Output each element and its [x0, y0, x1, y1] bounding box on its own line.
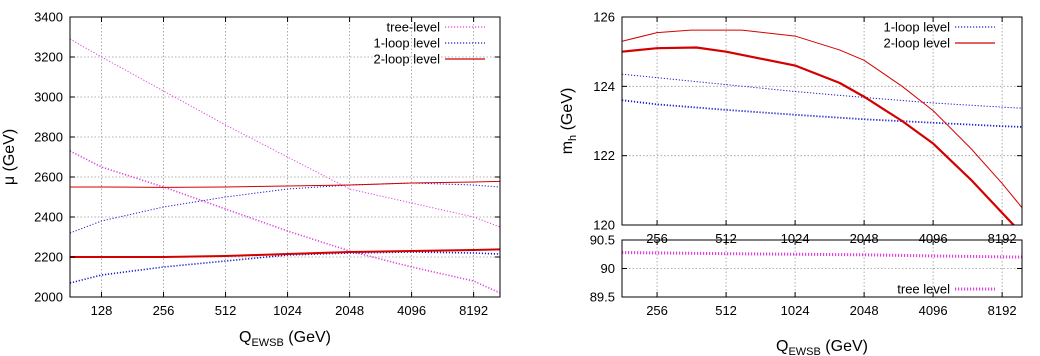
legend-label: 2-loop level: [884, 36, 951, 51]
legend-label: 1-loop level: [884, 20, 951, 35]
y-tick-label: 2400: [34, 210, 63, 225]
y-tick-label: 120: [593, 218, 615, 233]
x-tick-label: 4096: [919, 231, 948, 246]
x-tick-label: 4096: [919, 303, 948, 318]
y-axis-label: mh (GeV): [559, 88, 579, 155]
series-line-2: [70, 150, 500, 294]
x-tick-label: 2048: [335, 303, 364, 318]
plot-frame: [621, 16, 1023, 226]
series-line-1: [70, 38, 500, 228]
x-tick-label: 512: [215, 303, 237, 318]
x-axis-label: QEWSB (GeV): [776, 338, 868, 356]
chart-2: 256 512 1024 2048 4096 8192 120 122 124 126 mh (Ge…: [559, 10, 1023, 246]
legend-label: tree level: [897, 282, 950, 297]
y-tick-label: 2800: [34, 130, 63, 145]
series-line-1: [622, 251, 1022, 259]
series-line-5: [70, 180, 500, 188]
y-axis-label: μ (GeV): [1, 129, 18, 185]
y-tick-label: 90: [601, 261, 615, 276]
series-line-3: [70, 182, 500, 234]
y-tick-label: 89.5: [590, 290, 615, 305]
y-tick-label: 90.5: [590, 233, 615, 248]
x-tick-label: 128: [91, 303, 113, 318]
y-tick-label: 3400: [34, 10, 63, 25]
x-tick-label: 1024: [273, 303, 302, 318]
x-axis-label: QEWSB (GeV): [239, 329, 331, 349]
x-tick-label: 256: [646, 231, 668, 246]
series-line-3: [622, 29, 1022, 208]
y-tick-label: 3200: [34, 50, 63, 65]
x-tick-label: 4096: [397, 303, 426, 318]
series-line-2: [622, 99, 1022, 128]
x-tick-label: 256: [153, 303, 175, 318]
x-tick-label: 512: [715, 231, 737, 246]
legend-label: tree-level: [387, 20, 441, 35]
x-tick-label: 256: [646, 303, 668, 318]
plot-frame: [69, 16, 501, 298]
x-tick-label: 1024: [781, 303, 810, 318]
chart-3: 256 512 1024 2048 4096 8192 89.5 90 90.5 QEWSB (G…: [590, 233, 1023, 356]
chart-1: 128 256 512 1024 2048 4096 8192 2000 2200 2400 260…: [1, 10, 501, 349]
x-tick-label: 8192: [988, 231, 1017, 246]
x-tick-label: 1024: [781, 231, 810, 246]
y-tick-label: 126: [593, 10, 615, 25]
series-line-1: [622, 73, 1022, 109]
x-tick-label: 2048: [850, 231, 879, 246]
y-tick-label: 2000: [34, 290, 63, 305]
x-tick-label: 512: [715, 303, 737, 318]
legend-label: 1-loop level: [374, 36, 441, 51]
legend: tree level: [897, 282, 995, 297]
y-tick-label: 3000: [34, 90, 63, 105]
legend-label: 2-loop level: [374, 52, 441, 67]
y-tick-label: 122: [593, 148, 615, 163]
y-tick-label: 2600: [34, 170, 63, 185]
series-line-6: [70, 248, 500, 258]
series-line-4: [622, 46, 1016, 225]
x-tick-label: 8192: [459, 303, 488, 318]
x-tick-label: 2048: [850, 303, 879, 318]
y-tick-label: 124: [593, 79, 615, 94]
y-tick-label: 2200: [34, 250, 63, 265]
x-tick-label: 8192: [988, 303, 1017, 318]
